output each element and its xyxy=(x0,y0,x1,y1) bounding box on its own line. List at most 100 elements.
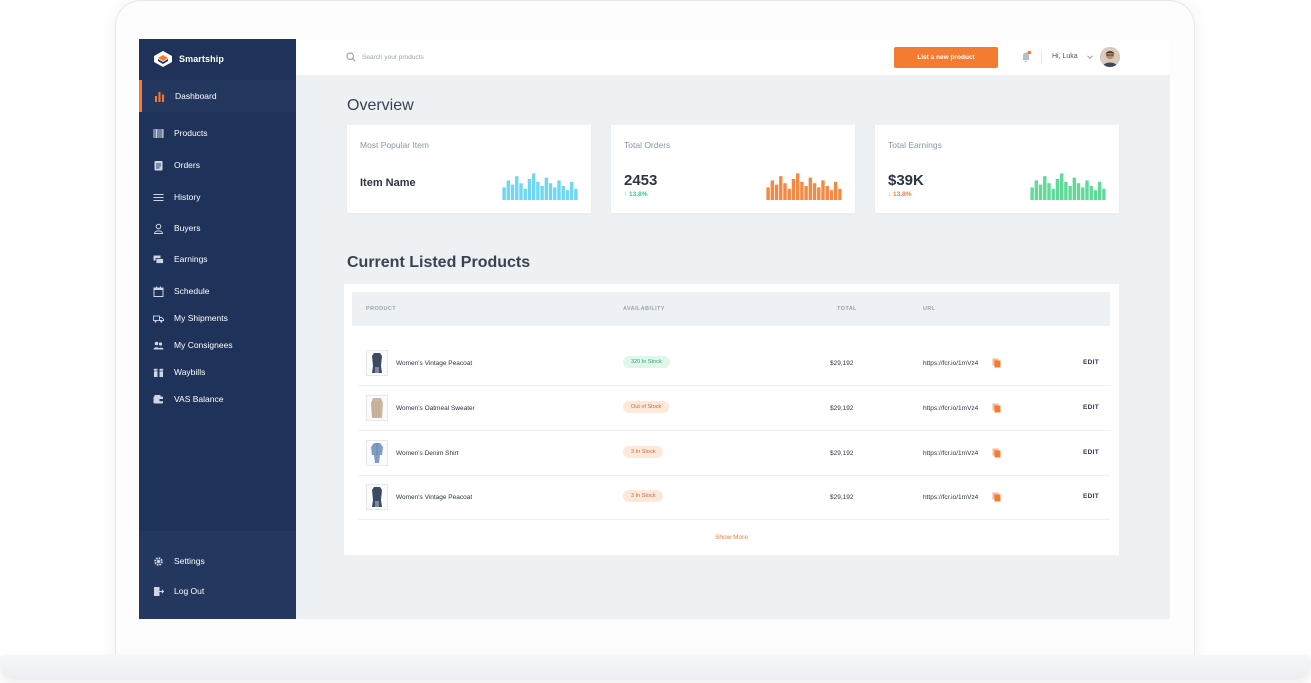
sparkline-bar xyxy=(569,181,574,200)
logout-icon xyxy=(153,586,164,597)
sparkline-bar xyxy=(808,177,813,200)
sparkline-bar xyxy=(1055,179,1060,200)
products-table: PRODUCT AVAILABILITY TOTAL URL Women's V… xyxy=(344,284,1119,555)
sparkline-bar xyxy=(544,177,549,200)
column-header-availability[interactable]: AVAILABILITY xyxy=(623,306,665,312)
sidebar-item-schedule[interactable]: Schedule xyxy=(139,275,296,307)
stat-card-total-orders: Total Orders 2453 ↑ 13.8% xyxy=(611,125,855,213)
product-total: $29,192 xyxy=(830,405,854,412)
sparkline-bar xyxy=(1097,181,1102,200)
sidebar-item-settings[interactable]: Settings xyxy=(139,545,296,577)
sparkline-bar xyxy=(1038,184,1043,200)
show-more-link[interactable]: Show More xyxy=(715,534,748,541)
sparkline-bar xyxy=(574,188,578,200)
sparkline-bar xyxy=(540,186,544,200)
avatar-image xyxy=(1100,47,1120,67)
column-header-product[interactable]: PRODUCT xyxy=(366,306,396,312)
product-name: Women's Vintage Peacoat xyxy=(396,360,473,367)
sparkline-bar xyxy=(766,187,770,200)
availability-badge: 3 In Stock xyxy=(623,490,664,502)
copy-icon[interactable] xyxy=(992,492,1001,502)
sidebar-item-products[interactable]: Products xyxy=(139,117,296,149)
product-name: Women's Oatmeal Sweater xyxy=(396,405,475,412)
search-input[interactable] xyxy=(362,49,582,65)
sidebar-item-log-out[interactable]: Log Out xyxy=(139,575,296,607)
edit-button[interactable]: EDIT xyxy=(1083,493,1100,500)
wallet-icon xyxy=(153,394,164,405)
sidebar-item-label: VAS Balance xyxy=(174,394,224,404)
sidebar-item-label: My Consignees xyxy=(174,340,233,350)
overview-heading: Overview xyxy=(347,97,414,114)
sidebar-item-label: Log Out xyxy=(174,586,205,596)
product-url[interactable]: https://fcr.io/1mVz4 xyxy=(923,494,979,501)
product-total: $29,192 xyxy=(830,360,854,367)
card-title: Total Orders xyxy=(624,140,671,150)
money-icon xyxy=(153,254,164,265)
sparkline-bar xyxy=(557,180,561,200)
products-heading: Current Listed Products xyxy=(347,254,531,271)
sidebar-item-label: Schedule xyxy=(174,286,210,296)
stat-card-total-earnings: Total Earnings $39K ↓ 13.8% xyxy=(875,125,1119,213)
sidebar: Smartship Dashboard Products Orders xyxy=(139,39,296,619)
sidebar-item-vas-balance[interactable]: VAS Balance xyxy=(139,383,296,415)
user-greeting[interactable]: Hi, Luka xyxy=(1052,53,1078,60)
list-new-product-button[interactable]: List a new product xyxy=(894,47,998,68)
sparkline-bar xyxy=(783,183,787,200)
copy-icon[interactable] xyxy=(992,358,1001,368)
sparkline-bar xyxy=(561,186,565,200)
sparkline-bar xyxy=(1089,186,1093,200)
brand-name: Smartship xyxy=(179,54,224,64)
product-url[interactable]: https://fcr.io/1mVz4 xyxy=(923,450,979,457)
sparkline-bar xyxy=(1081,187,1085,200)
product-thumbnail xyxy=(366,484,388,510)
chevron-down-icon[interactable] xyxy=(1086,53,1094,61)
list-icon xyxy=(153,192,164,203)
gear-icon xyxy=(153,556,164,567)
copy-icon[interactable] xyxy=(992,403,1001,413)
sidebar-item-label: Settings xyxy=(174,556,205,566)
product-thumbnail xyxy=(366,350,388,376)
edit-button[interactable]: EDIT xyxy=(1083,359,1100,366)
app-screen: Smartship Dashboard Products Orders xyxy=(139,39,1170,619)
sparkline-bar xyxy=(565,190,570,200)
sparkline-bar xyxy=(527,179,532,200)
sidebar-item-waybills[interactable]: Waybills xyxy=(139,356,296,388)
sparkline-bar xyxy=(502,187,506,200)
edit-button[interactable]: EDIT xyxy=(1083,404,1100,411)
copy-icon[interactable] xyxy=(992,448,1001,458)
sparkline-bar xyxy=(770,180,775,200)
sidebar-item-history[interactable]: History xyxy=(139,181,296,213)
brand[interactable]: Smartship xyxy=(153,49,224,69)
column-header-total[interactable]: TOTAL xyxy=(837,306,857,312)
card-title: Most Popular Item xyxy=(360,140,429,150)
avatar[interactable] xyxy=(1100,47,1120,67)
table-row[interactable]: Women's Denim Shirt 3 In Stock $29,192 h… xyxy=(358,432,1110,476)
truck-icon xyxy=(153,313,164,324)
sparkline-bar xyxy=(1085,180,1089,200)
card-value: 2453 xyxy=(624,172,658,189)
product-url[interactable]: https://fcr.io/1mVz4 xyxy=(923,360,979,367)
sidebar-item-label: Waybills xyxy=(174,367,206,377)
sparkline xyxy=(766,173,842,200)
product-url[interactable]: https://fcr.io/1mVz4 xyxy=(923,405,979,412)
table-row[interactable]: Women's Vintage Peacoat 320 In Stock $29… xyxy=(358,342,1110,386)
sparkline-bar xyxy=(812,183,817,200)
sidebar-item-my-shipments[interactable]: My Shipments xyxy=(139,302,296,334)
sidebar-item-earnings[interactable]: Earnings xyxy=(139,243,296,275)
sidebar-item-label: My Shipments xyxy=(174,313,228,323)
edit-button[interactable]: EDIT xyxy=(1083,449,1100,456)
sidebar-item-my-consignees[interactable]: My Consignees xyxy=(139,329,296,361)
sparkline-bar xyxy=(817,187,821,200)
sparkline-bar xyxy=(800,181,804,200)
sparkline-bar xyxy=(774,184,779,200)
sidebar-item-orders[interactable]: Orders xyxy=(139,149,296,181)
column-header-url[interactable]: URL xyxy=(923,306,936,312)
sparkline-bar xyxy=(825,186,829,200)
bell-icon[interactable] xyxy=(1020,50,1032,63)
sidebar-item-dashboard[interactable]: Dashboard xyxy=(139,80,296,112)
table-row[interactable]: Women's Oatmeal Sweater Out of Stock $29… xyxy=(358,387,1110,431)
table-row[interactable]: Women's Vintage Peacoat 3 In Stock $29,1… xyxy=(358,476,1110,520)
card-delta: ↓ 13.8% xyxy=(888,191,912,198)
sparkline-bar xyxy=(548,183,553,200)
sidebar-item-buyers[interactable]: Buyers xyxy=(139,212,296,244)
